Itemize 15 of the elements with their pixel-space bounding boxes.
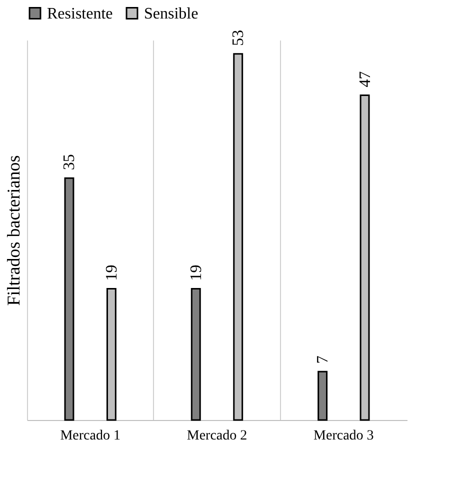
x-tick-label: Mercado 3 — [314, 428, 374, 444]
x-tick-label: Mercado 2 — [186, 428, 248, 444]
bar — [190, 288, 201, 421]
legend-label: Resistente — [47, 5, 113, 22]
data-label: 53 — [230, 30, 248, 46]
data-label: 7 — [314, 356, 332, 364]
legend-label: Sensible — [144, 5, 198, 22]
data-label: 19 — [103, 264, 120, 281]
x-tick-label: Mercado 1 — [60, 428, 120, 444]
bar — [318, 370, 328, 421]
y-axis-title: Filtrados bacterianos — [4, 155, 24, 306]
data-label: 47 — [356, 71, 374, 88]
bar — [64, 177, 74, 421]
data-label: 19 — [188, 264, 205, 281]
data-label: 35 — [61, 154, 78, 170]
